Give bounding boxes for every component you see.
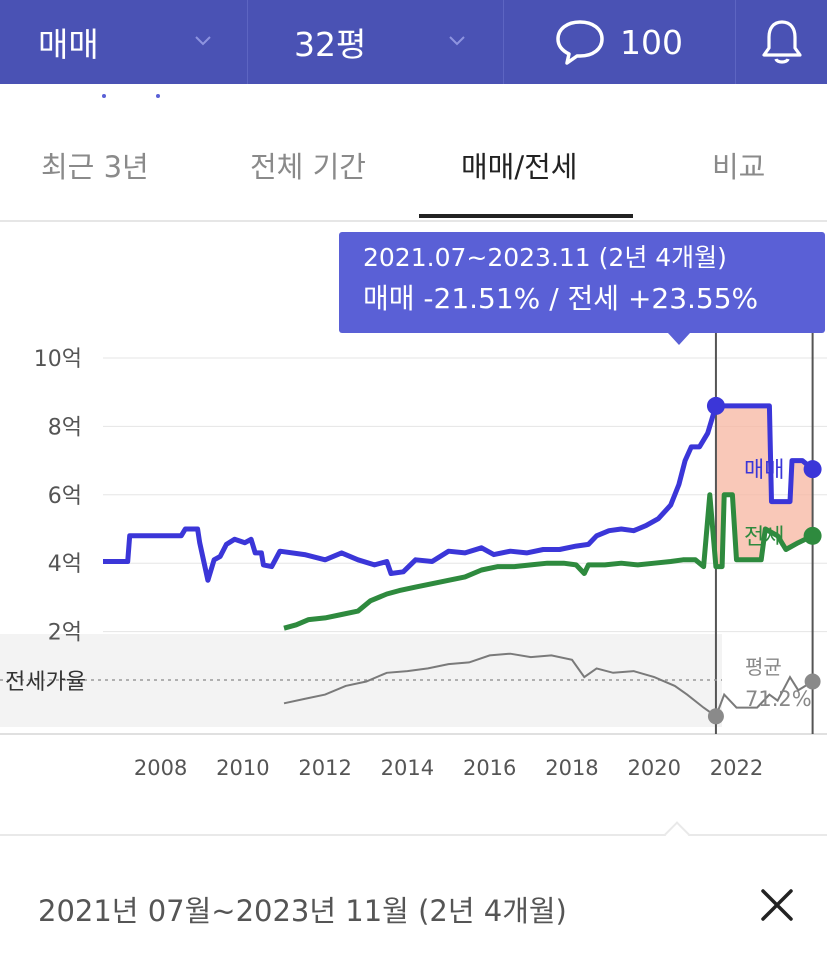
tooltip-change: 매매 -21.51% / 전세 +23.55% [363,282,759,315]
x-tick-label: 2012 [298,756,351,780]
tab-recent-3y[interactable]: 최근 3년 [41,150,149,184]
y-tick-label: 4억 [48,552,82,577]
close-icon[interactable] [752,880,802,930]
average-label: 평균 [745,655,782,679]
size-select[interactable]: 32평 [248,0,504,84]
y-tick-label: 2억 [48,621,82,646]
comments-button[interactable]: 100 [504,0,736,84]
hint-bar [0,84,827,98]
tooltip-period: 2021.07~2023.11 (2년 4개월) [363,243,727,272]
speech-bubble-icon [556,20,604,65]
tooltip-arrow [668,333,690,345]
panel-divider [0,834,827,836]
x-tick-label: 2016 [463,756,516,780]
ratio-marker [804,673,821,690]
range-tooltip: 2021.07~2023.11 (2년 4개월) 매매 -21.51% / 전세… [339,232,825,333]
deal-type-select[interactable]: 매매 [0,0,248,84]
price-chart[interactable]: 2억 4억 6억 8억 10억 2008 2010 2012 2014 2016 2018 2020 2… [0,222,827,822]
y-tick-label: 8억 [48,415,82,440]
x-tick-label: 2008 [134,756,187,780]
series-label-jeonse: 전세 [744,525,784,550]
ratio-band [0,634,722,727]
period-tabs: 최근 3년 전체 기간 매매/전세 비교 [0,98,827,222]
size-label: 32평 [294,25,367,64]
y-tick-label: 10억 [34,347,82,372]
tab-compare[interactable]: 비교 [712,150,766,184]
series-marker [803,526,822,545]
series-line-jeonse [283,492,814,631]
y-tick-label: 6억 [48,484,82,509]
series-marker [803,460,822,479]
notification-button[interactable] [736,0,827,84]
series-label-sale: 매매 [744,458,784,483]
panel-notch [664,821,690,847]
chevron-down-icon [195,36,211,46]
ratio-label: 전세가율 [5,670,86,695]
x-tick-label: 2010 [216,756,269,780]
top-bar: 매매 32평 100 [0,0,827,84]
x-tick-label: 2014 [381,756,434,780]
jeonse-ratio-line [283,652,814,718]
average-value: 71.2% [745,687,812,711]
tab-all-period[interactable]: 전체 기간 [250,150,366,184]
x-tick-label: 2018 [545,756,598,780]
ratio-marker [707,708,724,725]
bell-icon [761,20,802,64]
chevron-down-icon [449,36,465,46]
series-line-sale [103,403,815,583]
scroll-hint [102,94,160,98]
active-tab-indicator [419,214,633,218]
series-marker [706,396,725,415]
x-tick-label: 2022 [710,756,763,780]
selected-range-text: 2021년 07월~2023년 11월 (2년 4개월) [38,894,567,928]
x-tick-label: 2020 [628,756,681,780]
comment-count: 100 [620,22,683,62]
tab-sale-jeonse[interactable]: 매매/전세 [461,150,578,184]
deal-type-label: 매매 [38,25,99,64]
